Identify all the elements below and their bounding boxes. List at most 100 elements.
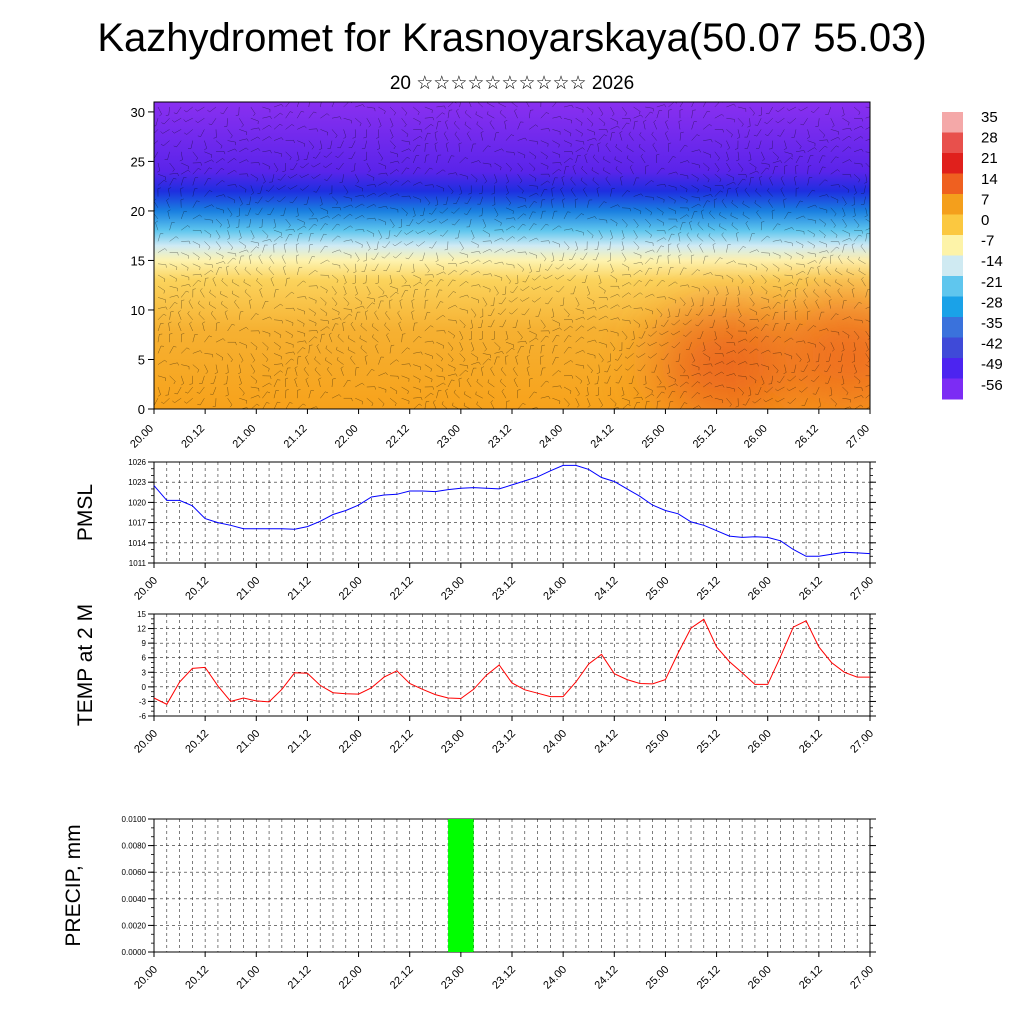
- precip-y-tick-label: 0.0000: [122, 948, 147, 957]
- temp-y-tick-label: 15: [137, 610, 146, 619]
- temp-x-tick-label: 27.00: [848, 728, 876, 756]
- precip-y-tick-label: 0.0020: [122, 921, 147, 930]
- temp-x-tick-label: 25.12: [695, 728, 723, 756]
- precip-x-tick-label: 20.00: [132, 964, 160, 992]
- heatmap-x-tick-label: 22.12: [384, 423, 412, 451]
- colorbar-cell: [942, 214, 963, 236]
- temp-y-tick-label: 9: [142, 639, 147, 648]
- temp-y-tick-label: 6: [142, 654, 147, 663]
- pmsl-x-tick-label: 20.12: [183, 575, 211, 603]
- pmsl-y-axis-label: PMSL: [74, 484, 97, 541]
- colorbar-cell: [942, 112, 963, 133]
- precip-x-tick-label: 23.12: [490, 964, 518, 992]
- pmsl-x-tick-label: 26.12: [797, 575, 825, 603]
- precip-x-tick-label: 24.12: [592, 964, 620, 992]
- colorbar-cell: [942, 132, 963, 154]
- pmsl-line: [153, 464, 871, 557]
- temp-x-tick-label: 23.00: [439, 728, 467, 756]
- temp-x-tick-label: 22.00: [337, 728, 365, 756]
- temp-x-tick-label: 26.12: [797, 728, 825, 756]
- temp-x-tick-label: 26.00: [746, 728, 774, 756]
- pmsl-y-tick-label: 1014: [128, 539, 146, 548]
- heatmap-x-tick-label: 25.12: [691, 423, 719, 451]
- pmsl-y-tick-label: 1017: [128, 519, 146, 528]
- heatmap-y-tick-label: 0: [138, 402, 145, 417]
- heatmap-y-tick-label: 5: [138, 352, 145, 367]
- precip-x-tick-label: 22.12: [388, 964, 416, 992]
- colorbar-label: -28: [981, 294, 1003, 311]
- colorbar-label: 0: [981, 212, 989, 229]
- heatmap-y-tick-label: 25: [131, 154, 145, 169]
- precip-x-tick-label: 27.00: [848, 964, 876, 992]
- pmsl-x-tick-label: 24.12: [592, 575, 620, 603]
- colorbar-cell: [942, 358, 963, 379]
- colorbar-label: -35: [981, 315, 1003, 332]
- colorbar-cell: [942, 378, 963, 400]
- temp-y-tick-label: -6: [139, 712, 147, 721]
- pmsl-x-tick-label: 27.00: [848, 575, 876, 603]
- colorbar-cell: [942, 153, 963, 174]
- colorbar-cell: [942, 235, 963, 256]
- wind-barbs: [154, 102, 870, 409]
- warm-zone-group: [656, 299, 870, 409]
- colorbar-cell: [942, 296, 963, 318]
- temp-y-tick-label: 3: [142, 668, 147, 677]
- temp-x-tick-label: 20.00: [132, 728, 160, 756]
- colorbar-label: -49: [981, 356, 1003, 373]
- colorbar-cell: [942, 194, 963, 215]
- colorbar-cell: [942, 255, 963, 277]
- temp-x-tick-label: 21.00: [234, 728, 262, 756]
- precip-x-tick-label: 23.00: [439, 964, 467, 992]
- heatmap-x-tick-label: 20.12: [179, 423, 207, 451]
- heatmap-x-tick-label: 24.12: [588, 423, 616, 451]
- precip-x-tick-label: 26.00: [746, 964, 774, 992]
- colorbar-label: 28: [981, 130, 998, 147]
- heatmap-y-tick-label: 15: [131, 253, 145, 268]
- colorbar-label: 7: [981, 191, 989, 208]
- temp-x-tick-label: 23.12: [490, 728, 518, 756]
- pmsl-y-tick-label: 1023: [128, 478, 146, 487]
- heatmap-x-tick-label: 21.00: [230, 423, 258, 451]
- pmsl-x-tick-label: 20.00: [132, 575, 160, 603]
- heatmap-x-tick-label: 23.12: [486, 423, 514, 451]
- temp-x-tick-label: 24.12: [592, 728, 620, 756]
- pmsl-x-tick-label: 25.12: [695, 575, 723, 603]
- colorbar-label: 35: [981, 109, 998, 126]
- precip-x-tick-label: 26.12: [797, 964, 825, 992]
- pmsl-x-tick-label: 21.12: [286, 575, 314, 603]
- colorbar-label: -42: [981, 336, 1003, 353]
- temp-x-tick-label: 20.12: [183, 728, 211, 756]
- colorbar-cell: [942, 317, 963, 338]
- colorbar-label: 21: [981, 150, 998, 167]
- temp-grid: [154, 614, 870, 716]
- precip-y-tick-label: 0.0060: [122, 868, 147, 877]
- precip-bar: [448, 819, 474, 952]
- pmsl-x-tick-label: 22.12: [388, 575, 416, 603]
- wind-barb-paths: [154, 102, 870, 409]
- precip-y-tick-label: 0.0040: [122, 895, 147, 904]
- colorbar-label: -21: [981, 274, 1003, 291]
- heatmap-y-tick-label: 20: [131, 204, 145, 219]
- pmsl-y-tick-label: 1020: [128, 498, 146, 507]
- precip-grid: [154, 819, 870, 952]
- temp-x-tick-label: 21.12: [286, 728, 314, 756]
- precip-y-tick-label: 0.0080: [122, 842, 147, 851]
- precip-x-tick-label: 25.12: [695, 964, 723, 992]
- heatmap-x-tick-label: 20.00: [128, 423, 156, 451]
- precip-x-tick-label: 24.00: [541, 964, 569, 992]
- heatmap-x-tick-label: 22.00: [333, 423, 361, 451]
- pmsl-grid: [154, 462, 870, 563]
- precip-x-tick-label: 25.00: [644, 964, 672, 992]
- colorbar-label: -7: [981, 233, 994, 250]
- heatmap-x-tick-label: 27.00: [844, 423, 872, 451]
- colorbar-label: -56: [981, 377, 1003, 394]
- temp-y-tick-label: 12: [137, 625, 146, 634]
- pmsl-x-tick-label: 24.00: [541, 575, 569, 603]
- precip-x-tick-label: 21.00: [234, 964, 262, 992]
- heatmap-x-tick-label: 21.12: [282, 423, 310, 451]
- pmsl-x-tick-label: 23.00: [439, 575, 467, 603]
- heatmap-x-tick-label: 26.12: [793, 423, 821, 451]
- precip-y-tick-label: 0.0100: [122, 815, 147, 824]
- pmsl-y-tick-label: 1026: [128, 458, 146, 467]
- page-title: Kazhydromet for Krasnoyarskaya(50.07 55.…: [97, 16, 927, 60]
